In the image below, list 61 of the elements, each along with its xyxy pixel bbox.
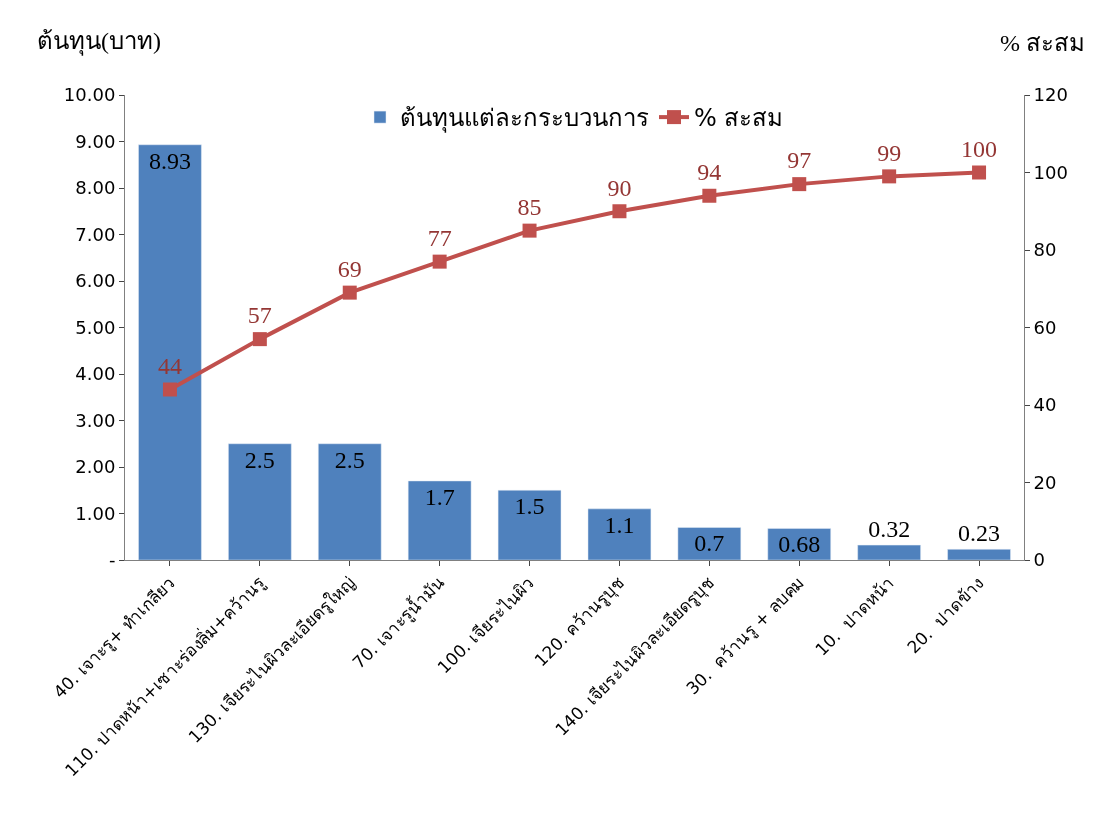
y-tick-label: 2.00 <box>75 456 116 478</box>
point <box>882 169 897 184</box>
data-label: 1.5 <box>514 493 545 520</box>
y2-tick-label: 100 <box>1033 161 1068 183</box>
data-label: 0.23 <box>958 520 1001 547</box>
bar <box>407 480 472 560</box>
data-label: 85 <box>517 193 542 220</box>
y-tick-label: 1.00 <box>75 502 116 524</box>
point <box>162 382 177 397</box>
y2-tick-label: 80 <box>1033 239 1057 261</box>
y-tick-label: 9.00 <box>75 130 116 152</box>
y2-tick-label: 20 <box>1033 471 1057 493</box>
y2-tick-label: 0 <box>1033 549 1046 571</box>
data-label: 99 <box>877 139 902 166</box>
data-label: 0.7 <box>694 530 725 557</box>
bar <box>497 490 562 560</box>
point <box>702 188 717 203</box>
data-label: 44 <box>157 352 182 379</box>
point <box>252 332 267 347</box>
data-label: 100 <box>961 135 998 162</box>
y2-axis-title: % สะสม <box>1000 30 1085 56</box>
bar <box>857 544 921 560</box>
bar <box>228 443 292 560</box>
y-tick-label: 4.00 <box>75 363 116 385</box>
point <box>522 223 537 238</box>
data-label: 1.7 <box>424 483 455 510</box>
data-label: 0.32 <box>868 516 911 543</box>
data-label: 2.5 <box>244 446 275 473</box>
y-tick-label: 6.00 <box>75 270 116 292</box>
point <box>792 177 807 192</box>
point <box>432 254 447 269</box>
legend-label: % สะสม <box>694 104 784 133</box>
y-tick-label: 7.00 <box>75 223 116 245</box>
data-label: 77 <box>427 224 452 251</box>
y2-tick-label: 120 <box>1033 84 1068 106</box>
data-label: 94 <box>697 159 722 185</box>
point <box>612 204 627 219</box>
data-label: 57 <box>247 302 272 329</box>
bar <box>587 508 652 560</box>
bar <box>138 144 202 560</box>
data-label: 97 <box>787 147 812 174</box>
data-label: 8.93 <box>148 147 191 174</box>
y-tick-label: - <box>108 549 116 571</box>
y-tick-label: 3.00 <box>75 409 116 431</box>
y2-tick-label: 40 <box>1033 394 1057 416</box>
data-label: 0.68 <box>778 531 821 558</box>
y2-tick-label: 60 <box>1033 316 1057 338</box>
y-tick-label: 8.00 <box>75 177 116 199</box>
legend-label: ต้นทุนแต่ละกระบวนการ <box>400 104 649 134</box>
bar <box>947 549 1011 560</box>
y-axis-title: ต้นทุน(บาท) <box>37 28 161 56</box>
data-label: 90 <box>607 174 632 201</box>
data-label: 1.1 <box>604 511 635 538</box>
point <box>972 165 987 180</box>
data-label: 2.5 <box>334 446 365 473</box>
y-tick-label: 5.00 <box>75 316 116 338</box>
bar <box>318 443 382 560</box>
y-tick-label: 10.00 <box>63 84 116 106</box>
bar <box>677 527 742 560</box>
point <box>342 285 357 300</box>
data-label: 69 <box>337 255 362 282</box>
